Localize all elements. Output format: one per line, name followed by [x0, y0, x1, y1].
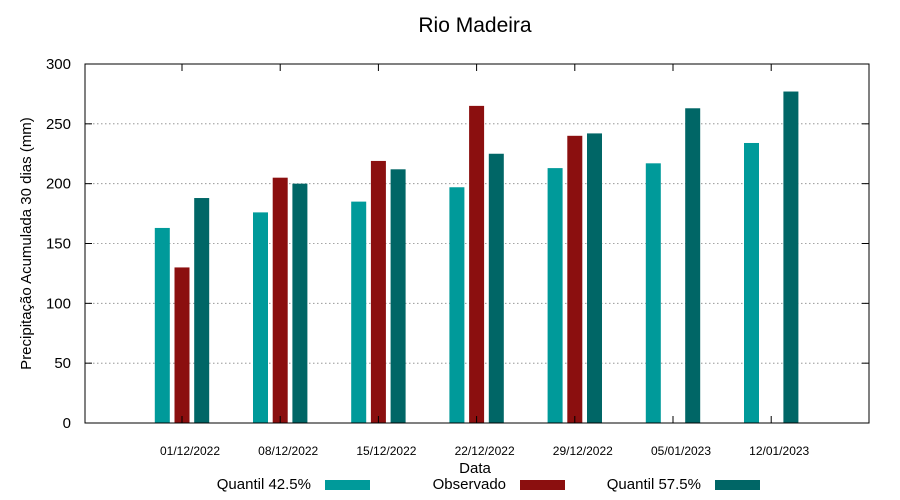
bar — [744, 142, 759, 424]
bar — [194, 198, 210, 423]
bar — [547, 168, 563, 423]
legend-entry-label: Observado — [433, 476, 506, 493]
bar — [154, 227, 170, 423]
bar — [292, 183, 308, 423]
legend-entry-label: Quantil 42.5% — [217, 476, 311, 493]
x-tick-label: 12/01/2023 — [749, 444, 809, 458]
bar — [351, 201, 367, 423]
bar — [449, 187, 465, 423]
bar — [685, 108, 701, 423]
y-tick-label: 200 — [46, 176, 71, 193]
y-axis: 0 50 100 150 200 250 300 — [46, 56, 869, 432]
x-tick-label: 01/12/2022 — [160, 444, 220, 458]
x-tick-label: 05/01/2023 — [651, 444, 711, 458]
x-tick-label: 15/12/2022 — [356, 444, 416, 458]
x-axis: 01/12/2022 08/12/2022 15/12/2022 22/12/2022… — [160, 64, 810, 458]
y-tick-label: 150 — [46, 236, 71, 253]
legend-entry-label: Quantil 57.5% — [607, 476, 701, 493]
bar — [567, 135, 583, 424]
bar — [272, 177, 288, 423]
y-axis-label: Precipitação Acumulada 30 dias (mm) — [18, 117, 35, 370]
legend-swatch — [715, 480, 760, 490]
y-tick-label: 0 — [63, 415, 71, 432]
bar — [390, 169, 406, 423]
bar — [174, 267, 190, 423]
x-tick-label: 08/12/2022 — [258, 444, 318, 458]
y-tick-label: 50 — [54, 355, 71, 372]
bars — [154, 91, 799, 424]
chart-title: Rio Madeira — [418, 14, 532, 37]
bar — [587, 133, 602, 423]
bar — [370, 160, 386, 423]
bar — [469, 105, 485, 423]
x-tick-label: 29/12/2022 — [553, 444, 613, 458]
bar — [645, 163, 661, 423]
x-axis-label: Data — [459, 460, 491, 477]
y-tick-label: 250 — [46, 116, 71, 133]
x-tick-label: 22/12/2022 — [455, 444, 515, 458]
legend-swatch — [520, 480, 565, 490]
legend: Quantil 42.5% Observado Quantil 57.5% — [217, 476, 760, 493]
y-tick-label: 100 — [46, 295, 71, 312]
bar — [783, 91, 799, 424]
y-tick-label: 300 — [46, 56, 71, 73]
bar — [253, 212, 268, 423]
legend-swatch — [325, 480, 370, 490]
bar — [488, 153, 504, 423]
